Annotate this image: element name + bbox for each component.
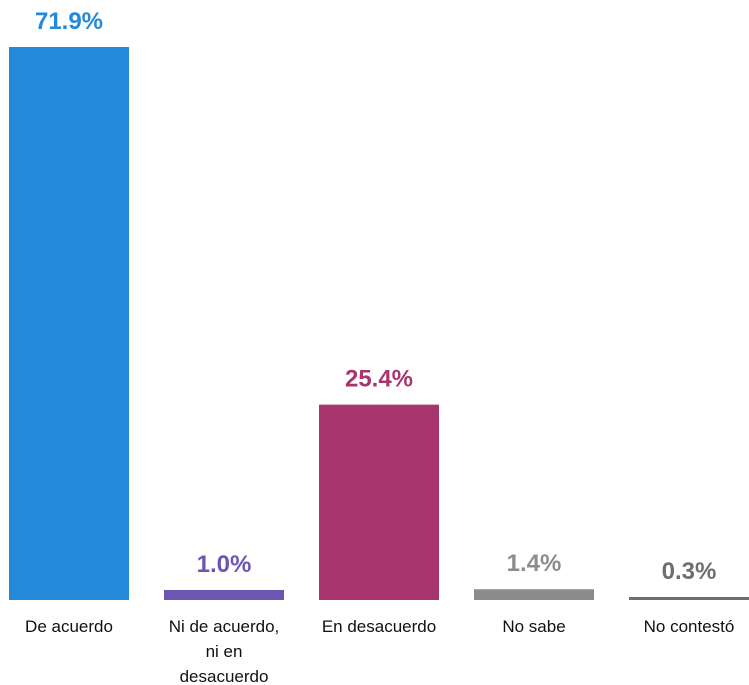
value-label-4: 0.3% (662, 558, 717, 585)
bar-0 (9, 47, 129, 600)
bar-1 (164, 590, 284, 600)
value-label-3: 1.4% (507, 550, 562, 577)
category-label-4: No contestó (644, 617, 735, 636)
category-label-3: No sabe (502, 617, 565, 636)
value-label-0: 71.9% (35, 8, 103, 35)
bar-2 (319, 404, 439, 600)
value-label-2: 25.4% (345, 366, 413, 393)
bar-4 (629, 597, 749, 600)
category-label-1: Ni de acuerdo, ni en desacuerdo (169, 617, 280, 685)
value-label-1: 1.0% (197, 551, 252, 578)
bar-3 (474, 589, 594, 600)
category-label-0: De acuerdo (25, 617, 113, 636)
category-label-2: En desacuerdo (322, 617, 436, 636)
